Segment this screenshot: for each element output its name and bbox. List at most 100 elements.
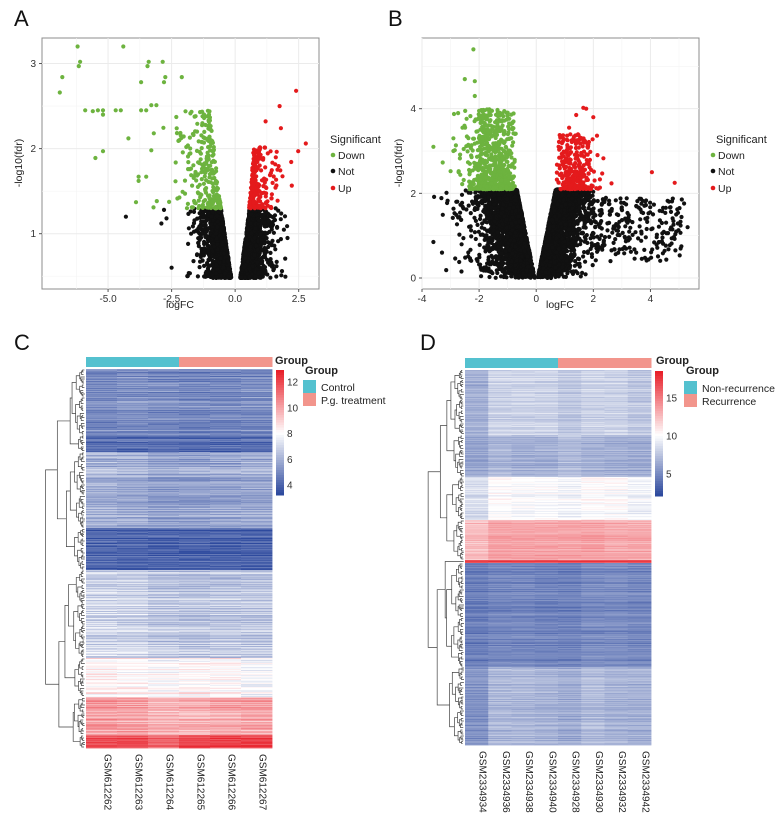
point-not (263, 224, 268, 229)
point-down (185, 143, 190, 148)
point-not (169, 265, 174, 270)
point-not (203, 234, 208, 239)
point-not (602, 235, 608, 240)
point-not (256, 218, 262, 223)
point-down (211, 190, 216, 195)
point-not (161, 207, 167, 212)
point-not (275, 224, 280, 230)
point-not (213, 271, 219, 276)
point-up (250, 165, 255, 171)
point-up (269, 168, 274, 173)
point-down (93, 155, 98, 161)
point-down (183, 109, 188, 114)
point-down (194, 148, 200, 153)
point-down (136, 178, 141, 183)
point-not (253, 274, 258, 279)
point-not (276, 239, 281, 244)
point-not (268, 259, 273, 264)
point-not (595, 234, 600, 239)
point-not (618, 196, 623, 201)
point-not (220, 242, 225, 247)
point-up (256, 203, 261, 208)
point-not (123, 214, 128, 219)
point-down (196, 160, 201, 165)
point-not (648, 200, 653, 205)
point-not (192, 218, 197, 223)
point-not (638, 217, 643, 222)
point-not (201, 215, 206, 220)
point-not (198, 224, 203, 229)
point-not (271, 268, 276, 273)
point-not (255, 247, 260, 252)
point-down (212, 159, 217, 164)
point-not (248, 244, 253, 249)
point-not (247, 266, 252, 271)
point-not (199, 219, 204, 224)
point-up (274, 177, 279, 182)
point-not (667, 205, 673, 210)
point-not (279, 273, 284, 278)
point-up (247, 199, 252, 204)
point-not (285, 235, 290, 241)
point-up (263, 119, 268, 124)
point-not (265, 240, 271, 245)
point-up (278, 126, 283, 131)
point-down (78, 59, 83, 64)
point-down (197, 182, 202, 187)
legend-label-not: Not (338, 166, 354, 178)
point-not (252, 253, 257, 258)
point-up (289, 183, 294, 188)
point-down (151, 131, 156, 136)
point-not (458, 210, 463, 215)
point-down (205, 166, 210, 171)
legend-label-down: Down (338, 150, 365, 162)
point-down (154, 103, 159, 108)
point-not (660, 235, 665, 240)
point-down (146, 59, 151, 64)
point-up (273, 155, 278, 160)
point-up (256, 197, 261, 202)
point-down (204, 178, 209, 183)
point-down (211, 171, 216, 176)
point-down (190, 131, 195, 137)
point-not (668, 209, 674, 214)
point-not (272, 243, 277, 248)
point-up (260, 202, 265, 207)
point-not (195, 274, 200, 279)
point-not (605, 221, 610, 226)
point-down (174, 131, 180, 136)
point-up (269, 192, 274, 197)
y-tick-label: 1 (30, 229, 36, 240)
point-not (252, 235, 257, 240)
point-down (206, 126, 211, 131)
point-not (444, 190, 449, 195)
point-down (144, 108, 149, 113)
y-axis-title-a: -log10(fdr) (13, 139, 25, 187)
legend-a: Significant Down Not Up (330, 134, 381, 195)
point-up (280, 174, 285, 179)
point-up (275, 167, 280, 172)
point-not (487, 274, 492, 280)
y-tick-label: 3 (30, 59, 36, 70)
point-down (121, 44, 126, 49)
point-not (164, 216, 169, 221)
point-not (270, 222, 275, 227)
point-not (210, 210, 215, 215)
point-up (256, 156, 261, 162)
point-down (200, 121, 205, 126)
point-down (149, 148, 154, 153)
point-not (607, 234, 612, 239)
point-down (211, 147, 216, 152)
point-not (274, 259, 279, 264)
point-down (179, 75, 184, 80)
point-down (187, 167, 192, 172)
point-up (262, 145, 267, 150)
point-not (261, 212, 267, 217)
point-down (76, 64, 81, 69)
point-not (215, 219, 220, 224)
point-down (208, 148, 213, 153)
point-down (100, 112, 106, 117)
point-not (263, 230, 268, 235)
